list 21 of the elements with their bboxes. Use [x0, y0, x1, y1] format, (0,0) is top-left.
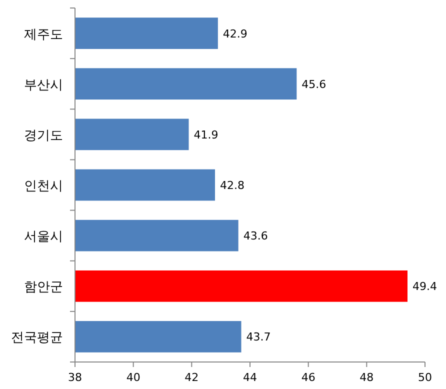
x-tick-label: 44	[243, 371, 257, 384]
x-tick-label: 46	[301, 371, 316, 384]
data-label: 49.4	[412, 280, 437, 294]
data-label: 42.9	[222, 27, 248, 40]
y-tick-label: 전국평균	[11, 330, 63, 346]
data-label: 45.6	[302, 78, 326, 91]
y-tick-label: 인천시	[24, 179, 63, 194]
y-tick-label: 부산시	[24, 78, 63, 93]
data-label: 43.7	[246, 330, 271, 344]
data-label: 41.9	[194, 128, 218, 142]
y-tick-label: 제주도	[24, 27, 63, 42]
data-label: 43.6	[243, 230, 268, 243]
y-tick-label: 서울시	[24, 230, 63, 245]
x-tick-label: 48	[360, 371, 374, 384]
x-tick-label: 38	[68, 371, 82, 384]
x-tick-label: 50	[418, 371, 432, 384]
x-tick-label: 40	[126, 371, 140, 384]
y-tick-label: 경기도	[24, 128, 63, 144]
y-tick-label: 함안군	[24, 280, 63, 296]
data-label: 42.8	[220, 179, 244, 192]
x-tick-label: 42	[184, 371, 199, 384]
